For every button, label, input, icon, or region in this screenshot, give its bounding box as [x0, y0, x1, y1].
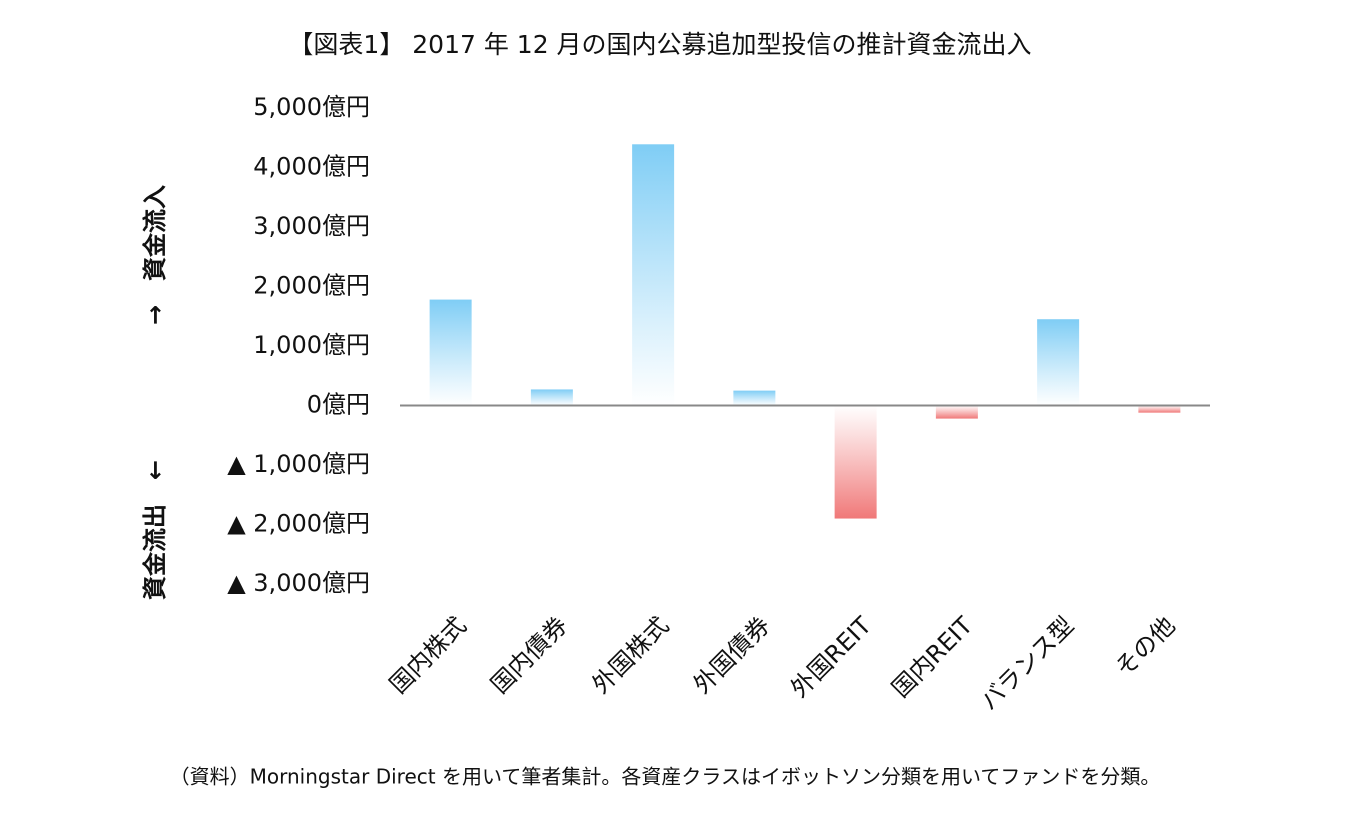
bar [429, 299, 472, 406]
y-tick-label: 4,000億円 [253, 153, 370, 181]
y-tick-label: 3,000億円 [253, 212, 370, 240]
bar [632, 144, 675, 406]
bar [733, 390, 776, 406]
outflow-label: 資金流出 ← [141, 460, 169, 600]
y-tick-label: 5,000億円 [253, 93, 370, 121]
x-tick-label: 外国債券 [688, 611, 776, 699]
x-tick-label: 国内株式 [384, 611, 472, 699]
y-tick-label: 1,000億円 [253, 331, 370, 359]
x-tick-label: その他 [1110, 611, 1181, 682]
inflow-label: → 資金流入 [141, 185, 169, 325]
y-tick-label: ▲ 2,000億円 [227, 510, 370, 538]
x-tick-label: 国内債券 [485, 611, 573, 699]
chart-title: 【図表1】 2017 年 12 月の国内公募追加型投信の推計資金流出入 [288, 30, 1031, 59]
bar [530, 389, 573, 406]
source-note: （資料）Morningstar Direct を用いて筆者集計。各資産クラスはイ… [170, 765, 1161, 789]
y-tick-label: ▲ 1,000億円 [227, 450, 370, 478]
y-tick-label: ▲ 3,000億円 [227, 569, 370, 597]
bar [834, 405, 877, 519]
x-tick-label: 国内REIT [886, 611, 978, 703]
bar [1037, 319, 1080, 406]
x-tick-label: 外国株式 [587, 611, 675, 699]
x-tick-label: バランス型 [975, 611, 1079, 715]
bar [1138, 405, 1181, 413]
x-tick-label: 外国REIT [785, 611, 877, 703]
y-tick-label: 2,000億円 [253, 272, 370, 300]
bar [935, 405, 978, 419]
y-tick-label: 0億円 [307, 391, 370, 419]
